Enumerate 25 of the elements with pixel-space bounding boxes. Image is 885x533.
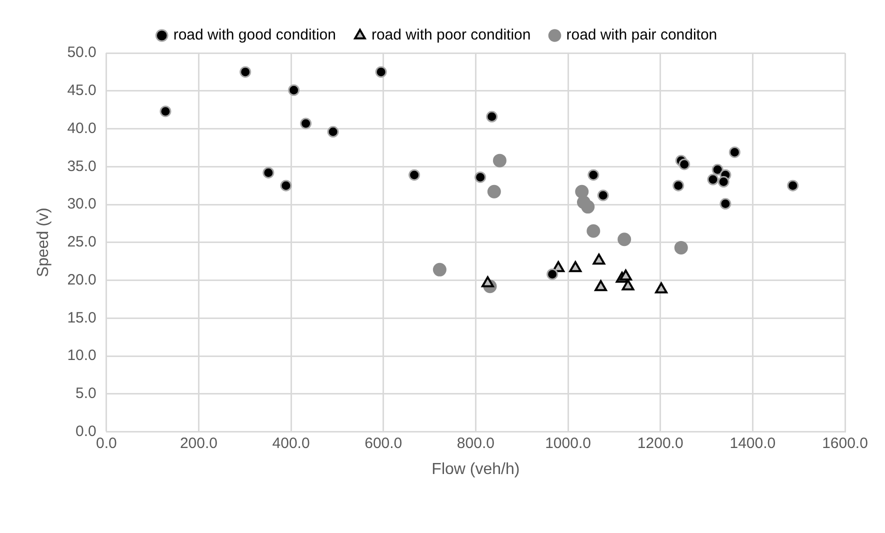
y-tick-label: 10.0 xyxy=(67,347,96,364)
y-axis-title: Speed (v) xyxy=(35,208,52,278)
x-tick-label: 400.0 xyxy=(272,434,310,452)
x-tick-label: 1400.0 xyxy=(730,434,776,452)
x-axis-title: Flow (veh/h) xyxy=(432,460,520,478)
x-tick-label: 600.0 xyxy=(364,434,402,452)
x-tick-label: 200.0 xyxy=(180,434,218,452)
y-tick-label: 20.0 xyxy=(67,271,96,288)
y-tick-label: 30.0 xyxy=(67,196,96,213)
x-tick-label: 1200.0 xyxy=(637,434,684,452)
y-tick-label: 50.0 xyxy=(67,44,96,62)
x-tick-label: 1600.0 xyxy=(822,434,868,452)
y-tick-label: 0.0 xyxy=(76,422,96,440)
legend-label: road with good condition xyxy=(173,26,336,44)
x-tick-label: 800.0 xyxy=(456,434,494,452)
y-tick-label: 25.0 xyxy=(67,234,96,251)
x-tick-label: 1000.0 xyxy=(545,434,591,452)
y-tick-label: 45.0 xyxy=(67,82,96,100)
y-tick-label: 40.0 xyxy=(67,120,96,137)
y-tick-label: 35.0 xyxy=(67,158,96,175)
y-tick-label: 15.0 xyxy=(67,309,96,326)
x-tick-label: 0.0 xyxy=(96,434,117,452)
legend-label: road with pair conditon xyxy=(566,26,718,44)
y-tick-label: 5.0 xyxy=(76,385,96,402)
legend-label: road with poor condition xyxy=(371,26,531,44)
